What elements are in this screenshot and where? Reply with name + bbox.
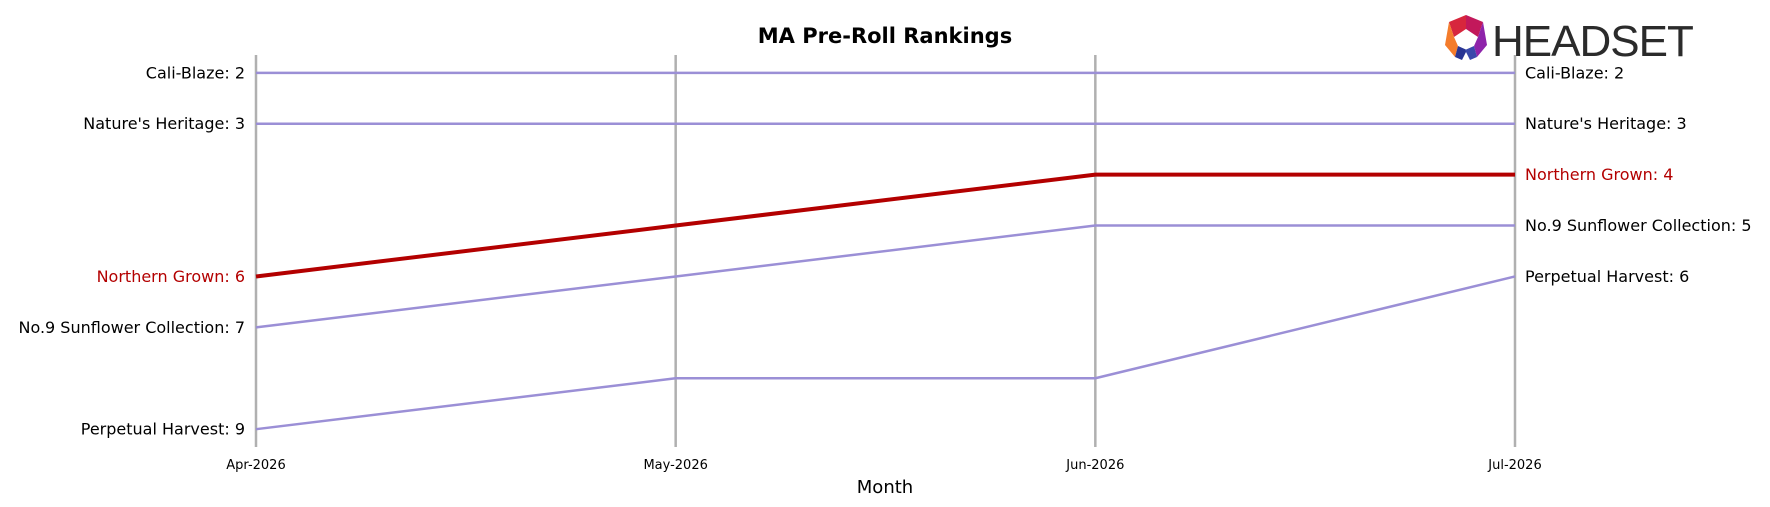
grid-lines (254, 55, 1517, 447)
x-axis-ticks: Apr-2026 May-2026 Jun-2026 Jul-2026 (226, 458, 1541, 473)
x-tick-label: Apr-2026 (226, 458, 285, 473)
right-rank-label: Cali-Blaze: 2 (1525, 63, 1624, 82)
series-lines (255, 71, 1516, 431)
left-rank-label: Northern Grown: 6 (97, 267, 245, 286)
right-rank-label: No.9 Sunflower Collection: 5 (1525, 216, 1752, 235)
series-line-northern-grown (255, 172, 1515, 279)
rank-labels: Cali-Blaze: 2 Nature's Heritage: 3 Norther… (18, 63, 1751, 438)
headset-logo-mark (1445, 15, 1487, 60)
left-rank-label: Nature's Heritage: 3 (83, 114, 245, 133)
x-tick-label: May-2026 (643, 458, 707, 473)
right-rank-label: Northern Grown: 4 (1525, 165, 1673, 184)
x-tick-label: Jun-2026 (1065, 458, 1124, 473)
x-axis-label: Month (857, 477, 913, 498)
series-line-perpetual-harvest (255, 275, 1516, 431)
headset-logo: HEADSET (1445, 15, 1694, 66)
left-rank-label: Cali-Blaze: 2 (146, 63, 245, 82)
x-tick-label: Jul-2026 (1487, 458, 1541, 473)
series-line-no-9-sunflower-collection (255, 224, 1515, 329)
left-rank-label: No.9 Sunflower Collection: 7 (18, 318, 245, 337)
headset-logo-text: HEADSET (1492, 17, 1693, 66)
right-rank-label: Nature's Heritage: 3 (1525, 114, 1687, 133)
chart-title: MA Pre-Roll Rankings (758, 24, 1012, 48)
right-rank-label: Perpetual Harvest: 6 (1525, 267, 1689, 286)
left-rank-label: Perpetual Harvest: 9 (81, 420, 245, 439)
